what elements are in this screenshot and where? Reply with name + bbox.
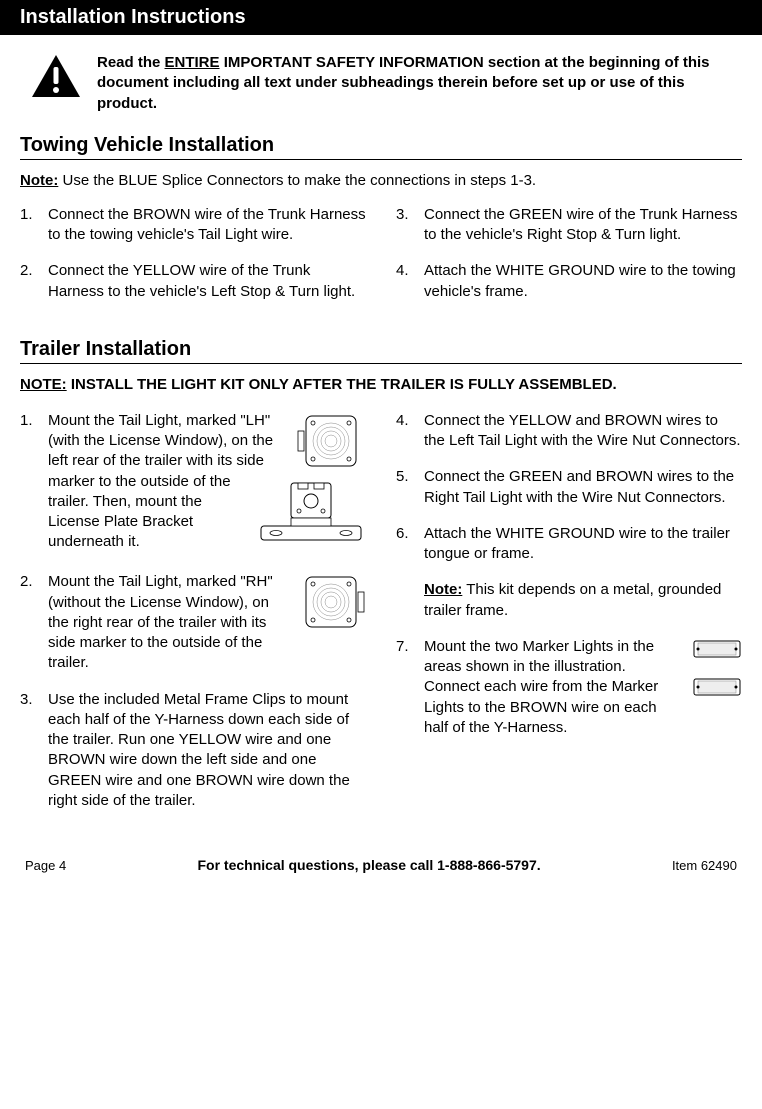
trailer-step: 1. — [20, 411, 366, 557]
towing-note: Note: Use the BLUE Splice Connectors to … — [20, 172, 742, 189]
towing-step: 3. Connect the GREEN wire of the Trunk H… — [396, 205, 742, 246]
footer-center: For technical questions, please call 1-8… — [197, 857, 540, 873]
trailer-step: 3. Use the included Metal Frame Clips to… — [20, 690, 366, 812]
towing-title: Towing Vehicle Installation — [20, 134, 742, 157]
header-bar: Installation Instructions — [0, 0, 762, 35]
trailer-step: 5. Connect the GREEN and BROWN wires to … — [396, 467, 742, 508]
trailer-step: 7. — [396, 637, 742, 738]
trailer-right-col: 4. Connect the YELLOW and BROWN wires to… — [396, 411, 742, 827]
towing-left-col: 1. Connect the BROWN wire of the Trunk H… — [20, 205, 366, 318]
warning-triangle-icon — [30, 53, 82, 104]
warning-text: Read the ENTIRE IMPORTANT SAFETY INFORMA… — [97, 53, 732, 114]
tail-light-lh-icon — [296, 411, 366, 477]
towing-steps: 1. Connect the BROWN wire of the Trunk H… — [20, 205, 742, 318]
marker-light-icon — [692, 637, 742, 667]
towing-right-col: 3. Connect the GREEN wire of the Trunk H… — [396, 205, 742, 318]
trailer-step: 6. Attach the WHITE GROUND wire to the t… — [396, 524, 742, 565]
marker-light-icon — [692, 675, 742, 705]
trailer-title: Trailer Installation — [20, 338, 742, 361]
towing-step: 2. Connect the YELLOW wire of the Trunk … — [20, 261, 366, 302]
footer-item: Item 62490 — [672, 858, 737, 873]
footer: Page 4 For technical questions, please c… — [20, 857, 742, 873]
trailer-step: 2. — [20, 572, 366, 673]
section-divider — [20, 159, 742, 160]
towing-step: 4. Attach the WHITE GROUND wire to the t… — [396, 261, 742, 302]
header-title: Installation Instructions — [20, 6, 246, 28]
trailer-bold-note: NOTE: INSTALL THE LIGHT KIT ONLY AFTER T… — [20, 376, 742, 393]
trailer-steps: 1. — [20, 411, 742, 827]
trailer-left-col: 1. — [20, 411, 366, 827]
footer-page: Page 4 — [25, 858, 66, 873]
section-divider — [20, 363, 742, 364]
trailer-note: Note: This kit depends on a metal, groun… — [424, 580, 742, 621]
trailer-step: 4. Connect the YELLOW and BROWN wires to… — [396, 411, 742, 452]
warning-box: Read the ENTIRE IMPORTANT SAFETY INFORMA… — [20, 53, 742, 114]
towing-step: 1. Connect the BROWN wire of the Trunk H… — [20, 205, 366, 246]
license-bracket-icon — [256, 481, 366, 552]
tail-light-rh-icon — [296, 572, 366, 638]
